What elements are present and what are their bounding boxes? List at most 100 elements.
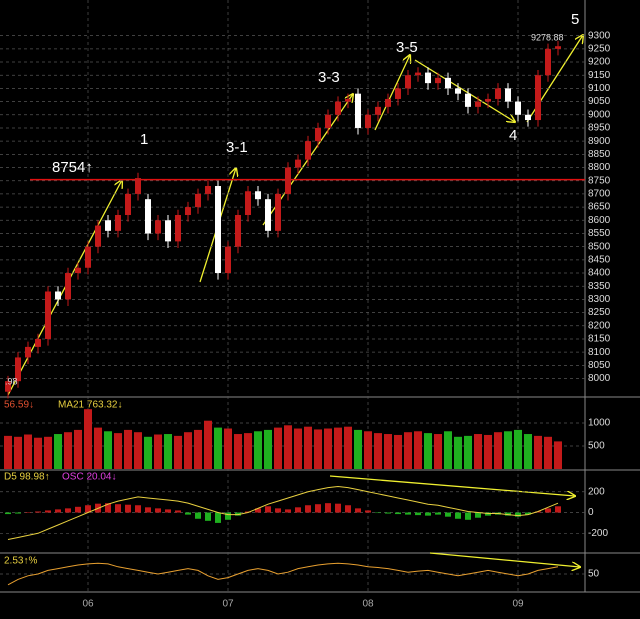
volume-bar xyxy=(4,435,12,469)
y-tick-label: 9200 xyxy=(588,57,611,68)
candle-body xyxy=(345,98,351,102)
macd-bar xyxy=(105,503,111,513)
volume-bar xyxy=(404,432,412,469)
panel-header: D5 98.98↑ xyxy=(4,472,50,483)
macd-bar xyxy=(65,508,71,513)
y-tick-label: 9250 xyxy=(588,43,611,54)
volume-bar xyxy=(284,425,292,469)
macd-bar xyxy=(55,509,61,513)
candle-body xyxy=(385,98,391,107)
oscillator-line xyxy=(7,562,559,586)
y-tick-label: 1000 xyxy=(588,418,611,429)
volume-bar xyxy=(344,426,352,469)
candle-body xyxy=(505,88,511,102)
macd-bar xyxy=(145,507,151,513)
volume-bar xyxy=(234,434,242,469)
y-tick-label: 8850 xyxy=(588,149,611,160)
candle-body xyxy=(455,88,461,94)
candle-body xyxy=(245,191,251,216)
candle-body xyxy=(325,114,331,128)
macd-bar xyxy=(435,512,441,515)
y-tick-label: 8500 xyxy=(588,241,611,252)
y-tick-label: 9100 xyxy=(588,83,611,94)
y-tick-label: 8300 xyxy=(588,294,611,305)
macd-bar xyxy=(445,512,451,517)
macd-bar xyxy=(425,512,431,516)
macd-bar xyxy=(325,503,331,513)
macd-bar xyxy=(195,512,201,519)
macd-bar xyxy=(215,512,221,523)
y-tick-label: 8000 xyxy=(588,373,611,384)
candle-body xyxy=(415,72,421,76)
macd-bar xyxy=(525,512,531,515)
candle-body xyxy=(285,167,291,194)
y-tick-label: 8350 xyxy=(588,281,611,292)
volume-bar xyxy=(354,429,362,469)
volume-bar xyxy=(44,436,52,469)
candle-body xyxy=(165,220,171,242)
volume-bar xyxy=(554,441,562,469)
volume-bar xyxy=(64,432,72,469)
volume-bar xyxy=(534,435,542,469)
volume-bar xyxy=(274,427,282,469)
candle-body xyxy=(445,77,451,89)
volume-bar xyxy=(74,429,82,469)
macd-bar xyxy=(15,512,21,514)
volume-bar xyxy=(134,432,142,469)
y-tick-label: 8100 xyxy=(588,347,611,358)
macd-bar xyxy=(25,512,31,513)
panel-header: 56.59↓ xyxy=(4,400,34,411)
y-tick-label: 8550 xyxy=(588,228,611,239)
candle-body xyxy=(515,101,521,115)
volume-bar xyxy=(294,428,302,469)
x-tick-label: 07 xyxy=(222,599,234,610)
macd-bar xyxy=(275,508,281,513)
annotation: 4 xyxy=(509,127,517,144)
volume-bar xyxy=(204,420,212,469)
macd-bar xyxy=(75,506,81,513)
candle-body xyxy=(55,291,61,300)
macd-bar xyxy=(225,512,231,520)
volume-bar xyxy=(374,433,382,469)
y-tick-label: 9000 xyxy=(588,109,611,120)
candle-body xyxy=(305,141,311,160)
y-tick-label: 8750 xyxy=(588,175,611,186)
macd-line xyxy=(7,486,559,541)
y-tick-label: -200 xyxy=(588,528,608,539)
candle-body xyxy=(255,191,261,200)
candle-body xyxy=(395,88,401,99)
candle-body xyxy=(375,106,381,115)
candle-body xyxy=(355,93,361,128)
candle-body xyxy=(155,220,161,234)
annotation: 3-5 xyxy=(396,39,418,56)
macd-bar xyxy=(235,512,241,516)
macd-bar xyxy=(465,512,471,520)
candle-body xyxy=(135,178,141,194)
candle-body xyxy=(45,291,51,339)
divergence-arrow xyxy=(429,552,580,567)
annotation: 1 xyxy=(140,131,148,148)
x-tick-label: 09 xyxy=(512,599,524,610)
volume-bar xyxy=(54,434,62,469)
candle-body xyxy=(35,338,41,347)
macd-bar xyxy=(115,504,121,513)
volume-bar xyxy=(14,436,22,469)
macd-bar xyxy=(345,505,351,513)
panel-header: MA21 763.32↓ xyxy=(58,400,123,411)
candle-body xyxy=(75,267,81,274)
volume-bar xyxy=(34,437,42,469)
candle-body xyxy=(205,185,211,194)
candle-body xyxy=(535,75,541,121)
annotation: 5 xyxy=(571,11,579,28)
volume-bar xyxy=(244,433,252,469)
macd-bar xyxy=(485,512,491,516)
volume-bar xyxy=(434,434,442,469)
macd-bar xyxy=(375,512,381,514)
macd-bar xyxy=(255,508,261,513)
volume-bar xyxy=(104,431,112,469)
x-tick-label: 06 xyxy=(82,599,94,610)
candle-body xyxy=(85,246,91,268)
volume-bar xyxy=(94,427,102,469)
y-tick-label: 500 xyxy=(588,441,605,452)
volume-bar xyxy=(324,428,332,469)
